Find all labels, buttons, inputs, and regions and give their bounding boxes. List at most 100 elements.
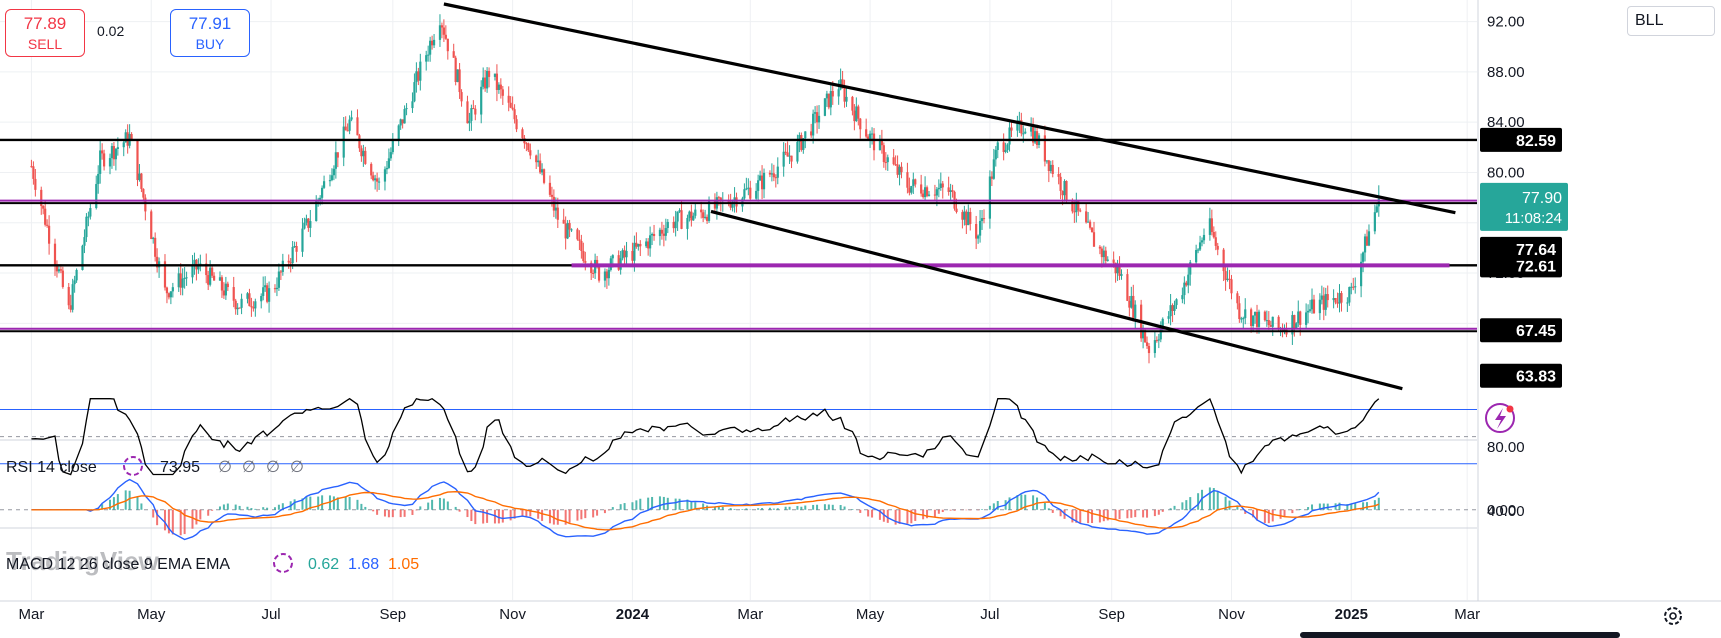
macd-histogram-bar [906,509,909,524]
candle [1077,201,1080,211]
candle [40,189,43,207]
macd-histogram-bar [898,509,901,524]
macd-histogram-bar [1346,504,1349,510]
candle [165,287,169,294]
candle [755,190,758,199]
macd-histogram-bar [222,504,225,510]
candle [949,190,952,192]
candle [387,158,390,168]
candle [1071,200,1074,212]
candle [1291,315,1294,335]
candle [825,93,828,99]
candle [279,271,282,273]
candle [1173,305,1176,311]
candle [1196,249,1200,251]
gear-icon[interactable] [1660,603,1686,629]
candle [831,90,834,97]
lightning-icon[interactable] [1485,403,1515,433]
candle [810,131,813,136]
candle [1365,236,1369,246]
macd-histogram-bar [211,509,214,511]
candle [774,177,777,179]
candle [1043,135,1046,162]
candle [1035,131,1039,145]
candle [1354,286,1357,288]
candle [364,150,367,164]
candle [254,301,257,309]
candle [982,218,986,220]
sell-button[interactable]: 77.89 SELL [5,9,85,57]
x-axis-tick-label: May [137,606,166,623]
macd-histogram-bar [729,508,732,510]
macd-histogram-bar [156,509,159,526]
candle [540,169,544,173]
candle [1120,274,1123,276]
candle [590,262,593,273]
macd-histogram-bar [1016,495,1019,510]
candle [454,57,457,82]
candle [580,240,583,251]
macd-histogram-bar [949,509,952,511]
candle [1187,274,1190,286]
rsi-axis-tick-label: 80.00 [1487,439,1525,456]
macd-histogram-bar [1366,502,1369,510]
candle [1306,310,1310,313]
candle [914,179,917,185]
candle [293,246,296,248]
candle [236,307,239,310]
candle [1161,318,1164,329]
candle [868,133,872,139]
candle [205,263,208,276]
candle [419,61,422,81]
macd-histogram-bar [254,508,257,510]
candle [444,34,447,39]
candle [438,25,442,40]
candle [1033,131,1037,143]
candle [507,95,510,103]
candle [525,143,528,145]
candle [1242,318,1245,320]
candle [1326,294,1329,301]
candle [975,223,978,239]
candle [1126,274,1129,301]
macd-histogram-bar [611,507,614,510]
candle [1352,286,1355,288]
macd-histogram-bar [788,506,791,510]
macd-histogram-bar [694,502,697,510]
candle [672,221,675,229]
candle [922,193,925,198]
candle [226,283,229,288]
candle [804,131,807,139]
candle [790,155,793,162]
macd-histogram-bar [745,508,748,510]
candle [252,307,255,309]
candle [59,269,62,271]
candle [442,27,445,35]
candle [674,221,677,229]
candle [234,300,237,310]
candle [446,38,449,52]
macd-histogram-bar [1252,509,1255,518]
candle [969,211,972,224]
macd-histogram-bar [1153,509,1156,517]
symbol-label[interactable]: BLL [1627,6,1715,36]
candle [1361,252,1365,262]
candle [427,54,430,56]
candle [1114,262,1117,274]
macd-histogram-bar [387,509,390,518]
candle [1020,120,1023,134]
candle [1257,311,1261,327]
candle [71,284,74,310]
candle [484,77,487,89]
buy-button[interactable]: 77.91 BUY [170,9,250,57]
macd-histogram-bar [317,496,320,510]
candle [136,139,139,181]
macd-histogram-bar [419,506,422,510]
candle [73,280,76,285]
macd-histogram-bar [1208,487,1211,510]
macd-histogram-bar [152,509,155,518]
macd-histogram-bar [411,509,414,515]
macd-histogram-bar [348,497,351,510]
candle [399,119,402,126]
